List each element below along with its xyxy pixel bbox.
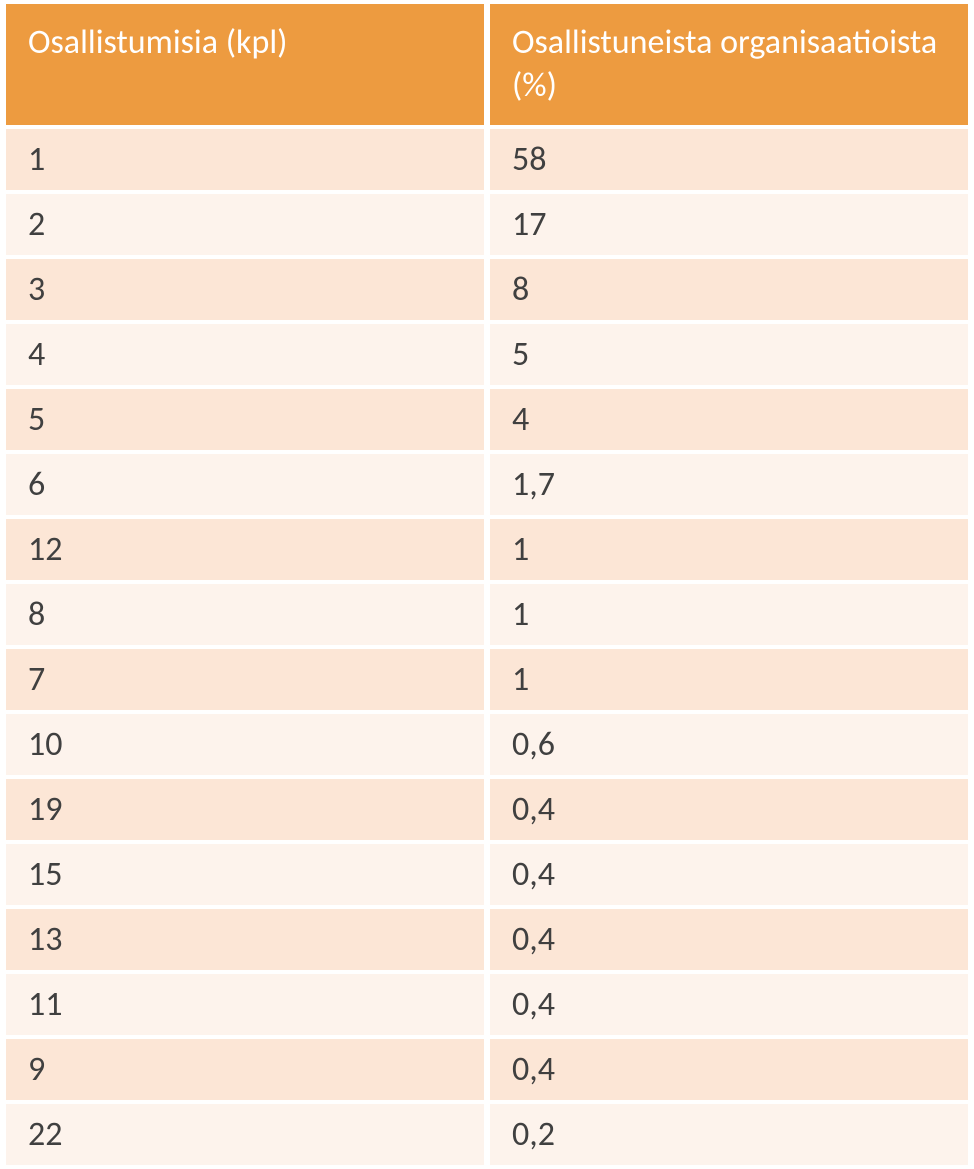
cell-percent: 1 xyxy=(490,519,968,580)
cell-participations: 1 xyxy=(6,129,484,190)
cell-participations: 2 xyxy=(6,194,484,255)
participation-table: Osallistumisia (kpl) Osallistuneista org… xyxy=(0,0,974,1169)
cell-percent: 1,7 xyxy=(490,454,968,515)
cell-percent: 8 xyxy=(490,259,968,320)
table-row: 100,6 xyxy=(6,714,968,775)
cell-percent: 0,6 xyxy=(490,714,968,775)
cell-participations: 4 xyxy=(6,324,484,385)
cell-participations: 13 xyxy=(6,909,484,970)
table-row: 158 xyxy=(6,129,968,190)
table-row: 90,4 xyxy=(6,1039,968,1100)
table-row: 150,4 xyxy=(6,844,968,905)
cell-percent: 0,4 xyxy=(490,1039,968,1100)
table-row: 121 xyxy=(6,519,968,580)
cell-percent: 0,4 xyxy=(490,909,968,970)
table-row: 45 xyxy=(6,324,968,385)
cell-percent: 4 xyxy=(490,389,968,450)
table-row: 61,7 xyxy=(6,454,968,515)
cell-participations: 7 xyxy=(6,649,484,710)
cell-participations: 8 xyxy=(6,584,484,645)
table-header-row: Osallistumisia (kpl) Osallistuneista org… xyxy=(6,4,968,125)
cell-participations: 22 xyxy=(6,1104,484,1165)
cell-participations: 10 xyxy=(6,714,484,775)
cell-participations: 9 xyxy=(6,1039,484,1100)
cell-participations: 12 xyxy=(6,519,484,580)
cell-percent: 1 xyxy=(490,584,968,645)
col-header-participations: Osallistumisia (kpl) xyxy=(6,4,484,125)
table-row: 130,4 xyxy=(6,909,968,970)
col-header-percent: Osallistuneista organisaatioista (%) xyxy=(490,4,968,125)
cell-participations: 6 xyxy=(6,454,484,515)
table-row: 110,4 xyxy=(6,974,968,1035)
cell-percent: 17 xyxy=(490,194,968,255)
table-row: 220,2 xyxy=(6,1104,968,1165)
cell-percent: 0,2 xyxy=(490,1104,968,1165)
cell-percent: 0,4 xyxy=(490,844,968,905)
cell-percent: 5 xyxy=(490,324,968,385)
table-row: 54 xyxy=(6,389,968,450)
cell-percent: 0,4 xyxy=(490,974,968,1035)
cell-participations: 11 xyxy=(6,974,484,1035)
table-row: 71 xyxy=(6,649,968,710)
cell-percent: 0,4 xyxy=(490,779,968,840)
table-row: 81 xyxy=(6,584,968,645)
cell-participations: 3 xyxy=(6,259,484,320)
participation-table-container: Osallistumisia (kpl) Osallistuneista org… xyxy=(0,0,974,1169)
table-row: 38 xyxy=(6,259,968,320)
table-row: 190,4 xyxy=(6,779,968,840)
cell-percent: 1 xyxy=(490,649,968,710)
cell-percent: 58 xyxy=(490,129,968,190)
cell-participations: 19 xyxy=(6,779,484,840)
cell-participations: 15 xyxy=(6,844,484,905)
table-row: 217 xyxy=(6,194,968,255)
cell-participations: 5 xyxy=(6,389,484,450)
table-body: 15821738455461,71218171100,6190,4150,413… xyxy=(6,129,968,1165)
